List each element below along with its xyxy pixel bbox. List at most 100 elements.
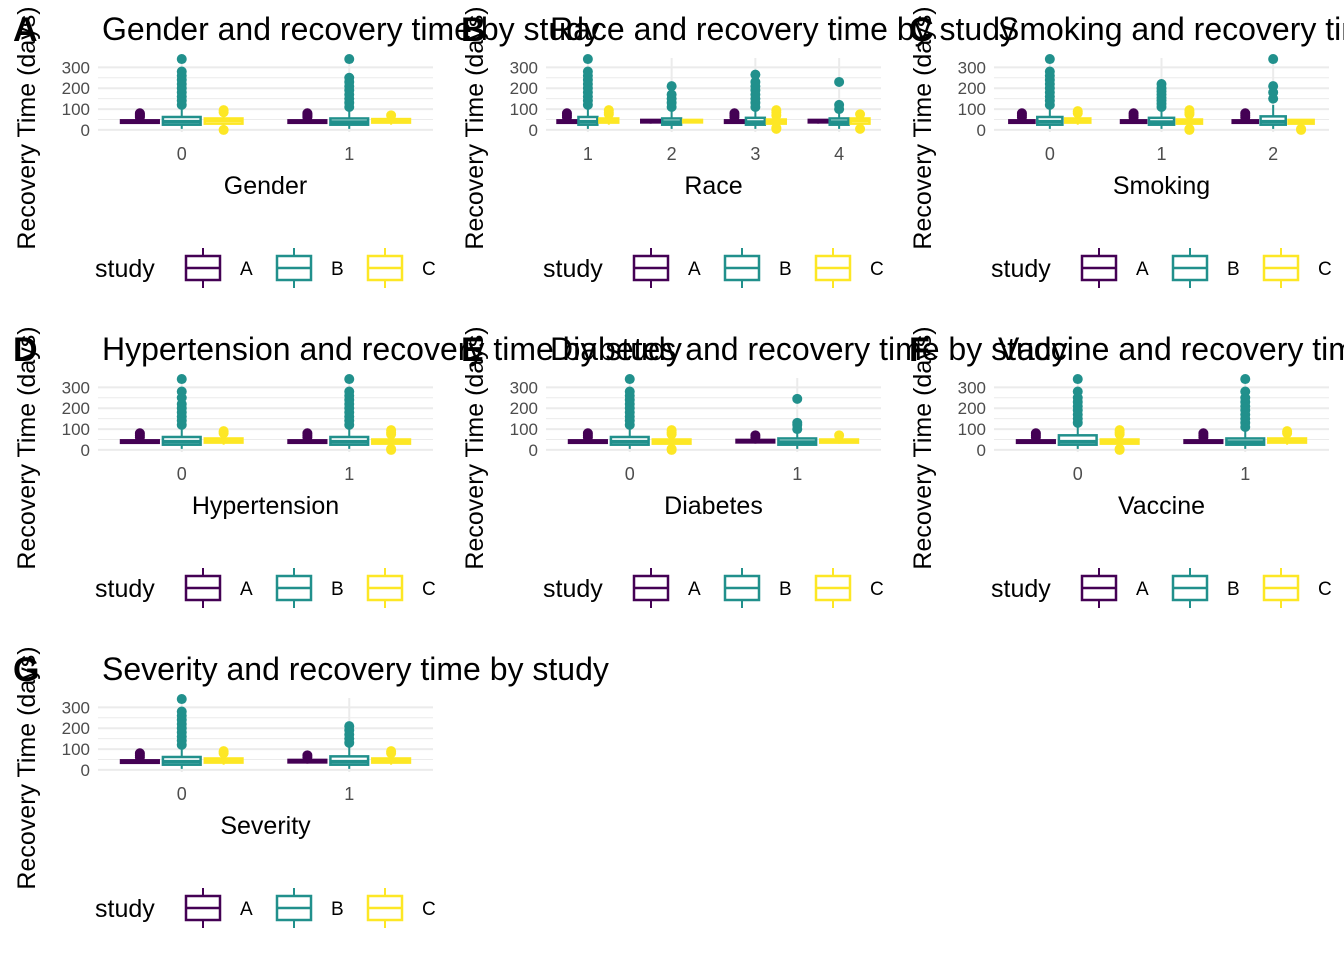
legend-label: C <box>1318 579 1332 600</box>
x-tick-label: 0 <box>1045 144 1055 164</box>
outlier-point <box>1156 79 1167 90</box>
box-c-0 <box>203 746 244 765</box>
outlier-point <box>792 393 803 404</box>
x-tick-label: 0 <box>625 464 635 484</box>
box-b-0 <box>161 374 202 449</box>
y-axis-title: Recovery Time (days) <box>461 6 489 249</box>
legend-label: A <box>240 899 253 920</box>
outlier-point <box>624 386 635 397</box>
box-c-2 <box>681 118 704 124</box>
outlier-point <box>1268 81 1279 92</box>
panel-tag: G <box>13 651 39 689</box>
box-a-0 <box>1008 108 1036 125</box>
outlier-point <box>176 694 187 705</box>
outlier-point <box>134 108 145 119</box>
outlier-point <box>855 109 866 120</box>
legend-key-b <box>723 248 761 288</box>
x-tick-label: 0 <box>177 464 187 484</box>
box-c-4 <box>849 109 871 134</box>
plot-title: Gender and recovery time by study <box>102 11 600 47</box>
y-tick-label: 100 <box>510 420 538 439</box>
box-b-4 <box>828 76 850 129</box>
box-b-1 <box>777 393 818 449</box>
outlier-point <box>1296 123 1307 134</box>
y-tick-label: 300 <box>958 378 986 397</box>
y-tick-label: 100 <box>510 100 538 119</box>
box-c-1 <box>1267 426 1308 445</box>
outlier-point <box>1240 108 1251 119</box>
y-axis-title: Recovery Time (days) <box>909 326 937 569</box>
outlier-point <box>624 374 635 385</box>
legend: study A B C <box>95 568 436 608</box>
outlier-point <box>1114 425 1125 436</box>
legend-label: B <box>1227 259 1240 280</box>
panel-g: 0 100 200 300 0 1 Severity Recovery Time (days)… <box>13 646 609 928</box>
box-b-1 <box>329 721 370 769</box>
legend-label: B <box>331 259 344 280</box>
x-tick-label: 1 <box>344 784 354 804</box>
y-tick-label: 200 <box>958 399 986 418</box>
box-c-1 <box>1175 105 1204 135</box>
outlier-point <box>344 72 355 83</box>
outlier-point <box>386 425 397 436</box>
x-axis-title: Gender <box>224 172 307 200</box>
panel-c: 0 100 200 300 0 1 2 Smoking Recovery Time (days)… <box>909 6 1344 288</box>
outlier-point <box>1072 386 1083 397</box>
box-a-0 <box>567 428 608 445</box>
box-a-1 <box>1119 108 1148 125</box>
outlier-point <box>582 54 593 65</box>
legend: study A B C <box>991 248 1332 288</box>
box-c-1 <box>819 430 860 444</box>
x-axis-title: Diabetes <box>664 492 763 520</box>
legend-label: A <box>240 259 253 280</box>
legend-key-a <box>632 568 670 608</box>
legend-label: B <box>1227 579 1240 600</box>
outlier-point <box>344 721 355 732</box>
panel-tag: C <box>909 11 934 49</box>
outlier-point <box>1282 426 1293 437</box>
outlier-point <box>1240 386 1251 397</box>
legend: study A B C <box>543 248 884 288</box>
outlier-point <box>218 105 229 116</box>
outlier-point <box>386 110 397 121</box>
y-tick-label: 100 <box>958 100 986 119</box>
outlier-point <box>1016 108 1027 119</box>
legend-title: study <box>543 255 603 283</box>
y-tick-label: 200 <box>510 399 538 418</box>
x-tick-label: 1 <box>583 144 593 164</box>
y-tick-label: 200 <box>510 79 538 98</box>
outlier-point <box>134 748 145 759</box>
outlier-point <box>750 69 761 80</box>
outlier-point <box>855 123 866 134</box>
box-b-2 <box>660 81 683 129</box>
legend-label: B <box>331 899 344 920</box>
legend-key-b <box>1171 248 1209 288</box>
legend-key-c <box>366 888 404 928</box>
outlier-point <box>1184 105 1195 116</box>
x-tick-label: 0 <box>177 144 187 164</box>
box-c-0 <box>1099 425 1140 455</box>
legend-key-b <box>275 568 313 608</box>
plot-title: Vaccine and recovery time by study <box>998 331 1344 367</box>
box-a-1 <box>735 430 776 444</box>
x-axis-title: Hypertension <box>192 492 339 520</box>
y-tick-label: 300 <box>62 378 90 397</box>
legend-title: study <box>991 255 1051 283</box>
legend: study A B C <box>95 888 436 928</box>
y-tick-label: 100 <box>62 420 90 439</box>
outlier-point <box>218 426 229 437</box>
x-axis-title: Smoking <box>1113 172 1210 200</box>
legend-key-a <box>184 248 222 288</box>
x-tick-label: 1 <box>344 464 354 484</box>
legend-label: B <box>779 259 792 280</box>
y-tick-label: 0 <box>81 121 90 140</box>
outlier-point <box>729 108 740 119</box>
legend-label: A <box>240 579 253 600</box>
box-b-3 <box>744 69 767 129</box>
plot-title: Race and recovery time by study <box>550 11 1016 47</box>
box-c-1 <box>598 105 620 125</box>
x-tick-label: 1 <box>1240 464 1250 484</box>
legend-key-b <box>723 568 761 608</box>
legend-label: C <box>870 259 884 280</box>
y-tick-label: 0 <box>529 441 538 460</box>
